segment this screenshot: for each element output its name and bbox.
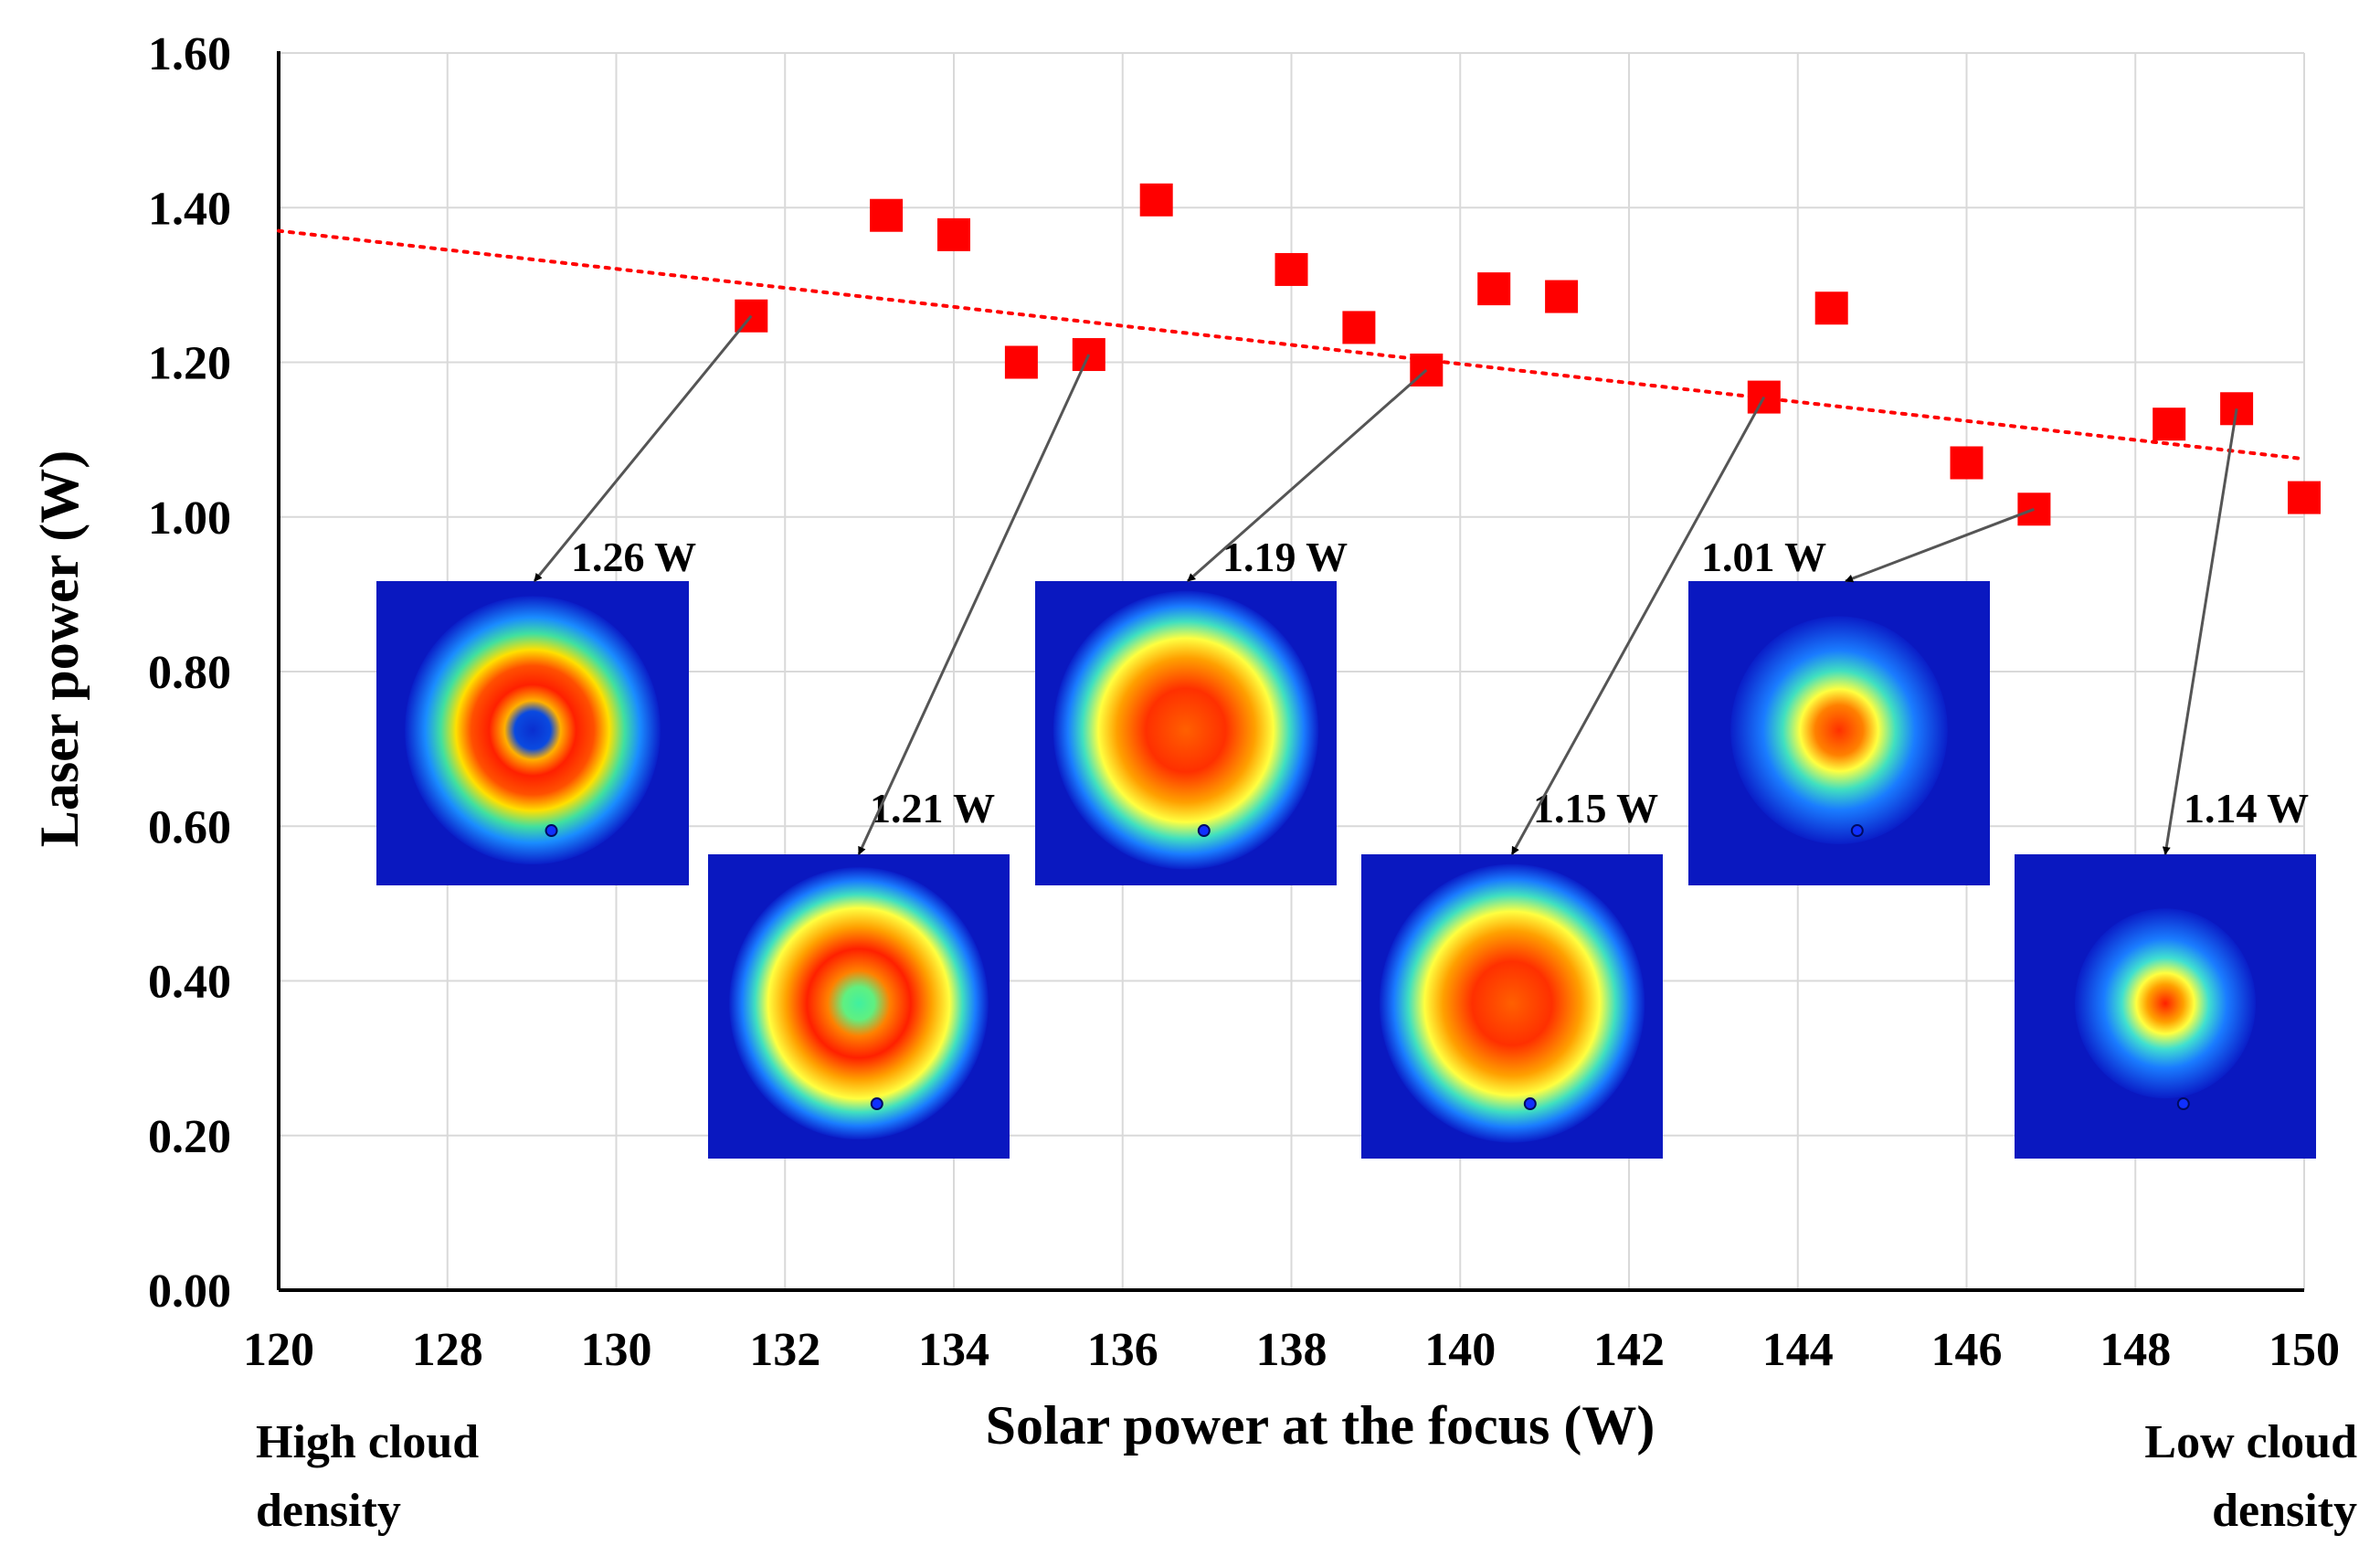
data-point [937,217,970,251]
callout-label: 1.26 W [571,534,696,580]
callout-arrows [533,314,2238,855]
x-tick-label: 144 [1762,1324,1834,1376]
cloud-label-left-line-1: High cloud [256,1416,479,1468]
cloud-label-right-line-2: density [2212,1485,2357,1537]
y-tick-label: 0.40 [148,957,231,1009]
data-point [1342,311,1376,344]
data-point [1545,280,1579,313]
beam-profile-marker [1197,824,1211,838]
x-tick-label: 138 [1256,1324,1328,1376]
axes [277,51,2304,1292]
data-point [2153,408,2186,441]
beam-profile-inset [1361,854,1663,1159]
trendline-path [277,228,2306,461]
beam-profile-marker [545,824,558,838]
beam-profile-spot [1379,863,1645,1143]
callout-labels: 1.26 W 1.21 W 1.19 W 1.15 W 1.01 W 1.14 W [571,534,2309,831]
beam-profile-marker [1523,1097,1537,1111]
beam-profile-marker [2176,1097,2190,1111]
beam-profile-inset [1035,581,1337,885]
y-tick-label: 0.80 [148,647,231,699]
beam-profile-spot [405,596,661,865]
x-tick-label: 134 [918,1324,989,1376]
y-axis-title: Laser power (W) [29,450,90,847]
callout-label: 1.01 W [1701,534,1826,580]
trendline [277,228,2306,461]
y-tick-label: 1.00 [148,492,231,545]
callout-label: 1.21 W [870,785,995,831]
beam-profile-inset [708,854,1010,1159]
y-tick-label: 0.00 [148,1265,231,1318]
x-axis-title: Solar power at the focus (W) [986,1395,1655,1456]
y-tick-label: 0.60 [148,801,231,853]
beam-profile-inset [376,581,689,885]
x-tick-label: 128 [412,1324,483,1376]
y-tick-label: 1.20 [148,338,231,390]
x-tick-label: 150 [2269,1324,2340,1376]
callout-arrow [1187,368,1428,583]
cloud-label-right-line-1: Low cloud [2144,1416,2357,1468]
y-tick-label: 0.20 [148,1111,231,1163]
data-point [1950,446,1983,480]
x-tick-label: 140 [1424,1324,1496,1376]
x-tick-label: 148 [2100,1324,2171,1376]
cloud-label-left-line-2: density [256,1485,401,1537]
callout-arrow [857,354,1091,855]
y-tick-label: 1.60 [148,28,231,80]
beam-profile-insets [376,581,2316,1159]
callout-arrow [533,314,753,582]
x-tick-label: 142 [1593,1324,1665,1376]
data-point [870,198,904,232]
callout-label: 1.15 W [1533,785,1658,831]
beam-profile-spot [2075,908,2256,1099]
x-tick-label: 136 [1087,1324,1158,1376]
beam-profile-marker [1850,824,1864,838]
y-tick-label: 1.40 [148,183,231,235]
beam-profile-spot [1730,616,1948,844]
beam-profile-inset [1688,581,1990,885]
data-point [1004,345,1038,379]
x-tick-label: 120 [243,1324,314,1376]
beam-profile-spot [1052,590,1319,870]
x-tick-label: 146 [1931,1324,2003,1376]
callout-label: 1.19 W [1222,534,1348,580]
beam-profile-marker [870,1097,883,1111]
callout-arrow [2162,408,2238,855]
data-point [1814,291,1848,325]
data-point [1477,272,1511,306]
data-point [1275,252,1308,286]
x-tick-labels: 120 128 130 132 134 136 138 140 142 144 146 148 150 [243,1324,2340,1376]
data-point [2288,481,2321,514]
y-tick-labels: 0.00 0.20 0.40 0.60 0.80 1.00 1.20 1.40 1.60 [148,28,231,1318]
x-tick-label: 130 [581,1324,652,1376]
callout-label: 1.14 W [2184,785,2309,831]
data-point [1139,183,1173,217]
beam-profile-spot [729,867,989,1140]
x-tick-label: 132 [749,1324,820,1376]
beam-profile-inset [2015,854,2316,1159]
callout-arrow [1510,396,1766,855]
callout-arrow [1845,507,2035,583]
data-points [735,183,2321,526]
